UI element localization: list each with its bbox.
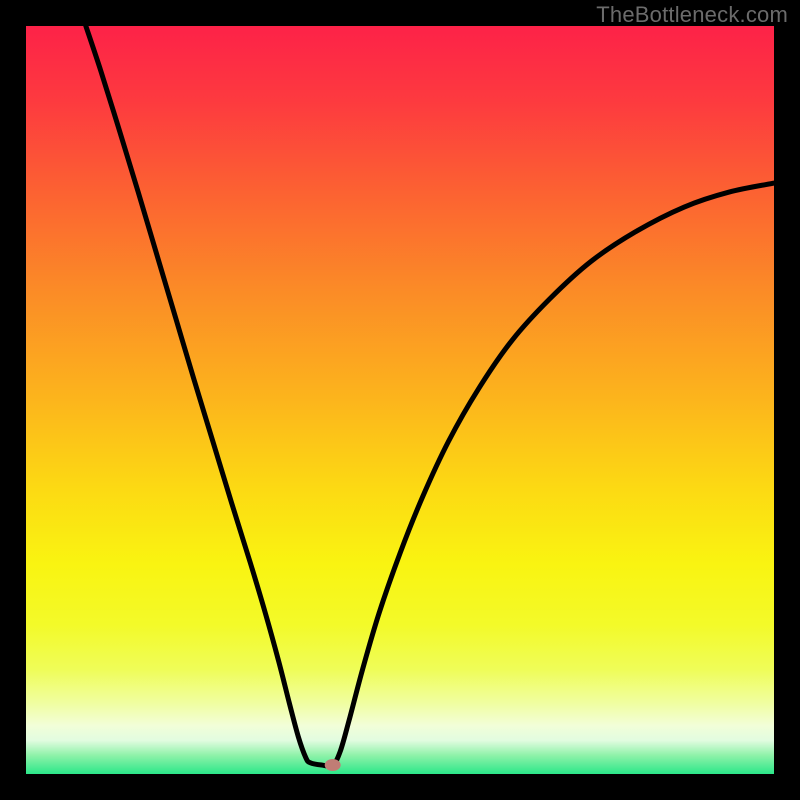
chart-svg	[26, 26, 774, 774]
minimum-marker	[325, 759, 341, 771]
gradient-background	[26, 26, 774, 774]
figure-container: TheBottleneck.com	[0, 0, 800, 800]
watermark-text: TheBottleneck.com	[596, 2, 788, 28]
plot-area	[26, 26, 774, 774]
